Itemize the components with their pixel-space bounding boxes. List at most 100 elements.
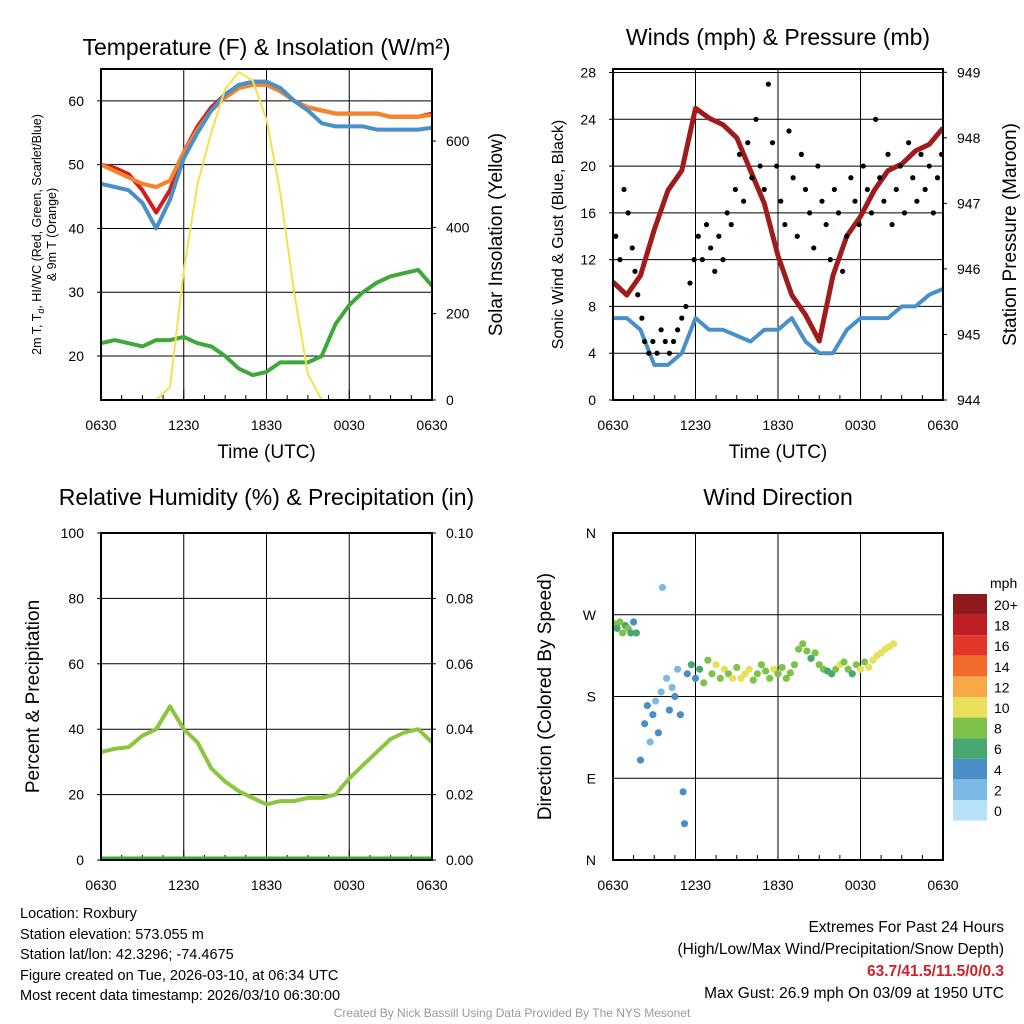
y-right-tick-label: 400 xyxy=(446,219,470,235)
x-tick-label: 0630 xyxy=(416,417,447,433)
direction-point xyxy=(700,679,708,687)
gust-point xyxy=(757,163,763,169)
y-tick-label: 40 xyxy=(68,721,84,737)
direction-point xyxy=(683,670,691,678)
direction-point xyxy=(712,661,720,669)
y-tick-label: N xyxy=(586,525,596,541)
legend-label: 18 xyxy=(994,618,1010,634)
y-right-tick-label: 944 xyxy=(957,392,981,408)
x-tick-label: 1830 xyxy=(762,877,793,893)
plot-frame xyxy=(100,68,433,401)
gust-point xyxy=(906,140,912,146)
gust-point xyxy=(736,151,743,157)
gust-point xyxy=(782,221,788,228)
legend-label: 14 xyxy=(994,659,1010,675)
gust-point xyxy=(732,186,738,193)
gust-point xyxy=(802,186,809,193)
gust-point xyxy=(769,140,776,146)
y-tick-label: 20 xyxy=(68,348,84,364)
gust-point xyxy=(852,198,858,204)
gust-point xyxy=(877,175,883,181)
gust-point xyxy=(679,315,685,321)
direction-point xyxy=(795,645,803,653)
legend-title: mph xyxy=(990,575,1017,591)
gust-point xyxy=(930,210,936,216)
y-right-tick-label: 0.04 xyxy=(446,721,473,737)
y-axis-label-line2: & 9m T (Orange) xyxy=(45,188,59,281)
y-right-axis-label: Solar Insolation (Yellow) xyxy=(486,133,507,336)
legend-label: 10 xyxy=(994,700,1010,716)
gust-point xyxy=(650,338,656,345)
gust-point xyxy=(798,151,804,157)
y-right-tick-label: 0.02 xyxy=(446,787,473,803)
panel-1: Temperature (F) & Insolation (W/m²) 0630 1… xyxy=(30,34,507,463)
gust-point xyxy=(856,221,862,228)
y-tick-label: 12 xyxy=(580,252,596,268)
gust-point xyxy=(670,338,677,345)
x-axis-label: Time (UTC) xyxy=(217,442,316,463)
y-tick-label: 40 xyxy=(68,220,84,236)
y-tick-label: 30 xyxy=(68,284,84,300)
gust-point xyxy=(675,327,681,333)
y-tick-label: 100 xyxy=(61,525,85,541)
gust-point xyxy=(765,81,771,87)
y-right-tick-label: 600 xyxy=(446,133,470,149)
gust-point xyxy=(860,163,866,169)
gust-point xyxy=(790,175,796,181)
gust-point xyxy=(807,210,813,216)
panel-2: Winds (mph) & Pressure (mb) 0630 1230 1830 0… xyxy=(550,24,1021,463)
legend-label: 0 xyxy=(994,803,1002,819)
legend-label: 20+ xyxy=(994,597,1018,613)
extremes-box: Extremes For Past 24 Hours (High/Low/Max… xyxy=(678,917,1005,1005)
direction-point xyxy=(753,670,761,678)
gust-point xyxy=(827,257,833,263)
gust-point xyxy=(774,163,780,169)
direction-point xyxy=(865,663,873,672)
gust-point xyxy=(893,186,899,193)
legend-swatch xyxy=(953,594,987,615)
series-station-pressure xyxy=(613,105,943,344)
direction-point xyxy=(646,738,654,746)
direction-point xyxy=(641,720,649,728)
gust-point xyxy=(811,245,817,251)
gust-point xyxy=(654,350,660,356)
x-tick-label: 1830 xyxy=(251,877,282,893)
series-group xyxy=(101,704,432,860)
direction-point xyxy=(691,674,700,682)
gust-point xyxy=(662,338,668,345)
legend-swatch xyxy=(953,800,987,821)
gust-point xyxy=(621,186,627,193)
y-tick-label: 16 xyxy=(580,205,596,221)
direction-point xyxy=(643,701,651,710)
extremes-values: 63.7/41.5/11.5/0/0.3 xyxy=(866,963,1004,980)
panel-title: Temperature (F) & Insolation (W/m²) xyxy=(82,34,450,60)
y-axis-label: Direction (Colored By Speed) xyxy=(535,573,556,820)
series-9m-t xyxy=(101,82,432,189)
gust-point xyxy=(716,233,722,239)
x-tick-label: 0630 xyxy=(416,877,447,893)
y-tick-label: E xyxy=(587,770,596,786)
y-right-tick-label: 200 xyxy=(446,306,470,322)
y-right-tick-label: 0.08 xyxy=(446,590,473,606)
direction-point xyxy=(676,711,684,719)
y-tick-label: 50 xyxy=(68,157,84,173)
gust-point xyxy=(629,245,635,251)
direction-point xyxy=(679,788,687,796)
y-right-tick-label: 946 xyxy=(957,261,981,277)
gust-point xyxy=(901,210,908,216)
plot-frame xyxy=(100,532,433,861)
gust-point xyxy=(632,268,638,274)
gust-point xyxy=(691,257,697,263)
x-tick-label: 0630 xyxy=(597,417,628,433)
direction-point xyxy=(733,663,741,672)
x-tick-label: 1230 xyxy=(168,417,199,433)
direction-point xyxy=(708,670,716,678)
legend-label: 2 xyxy=(994,782,1002,798)
gust-point xyxy=(617,257,623,263)
gust-point xyxy=(658,327,664,333)
direction-point xyxy=(657,688,665,696)
x-tick-label: 1830 xyxy=(762,417,793,433)
legend-swatch xyxy=(953,779,987,800)
station-info: Location: Roxbury Station elevation: 573… xyxy=(20,904,340,1007)
